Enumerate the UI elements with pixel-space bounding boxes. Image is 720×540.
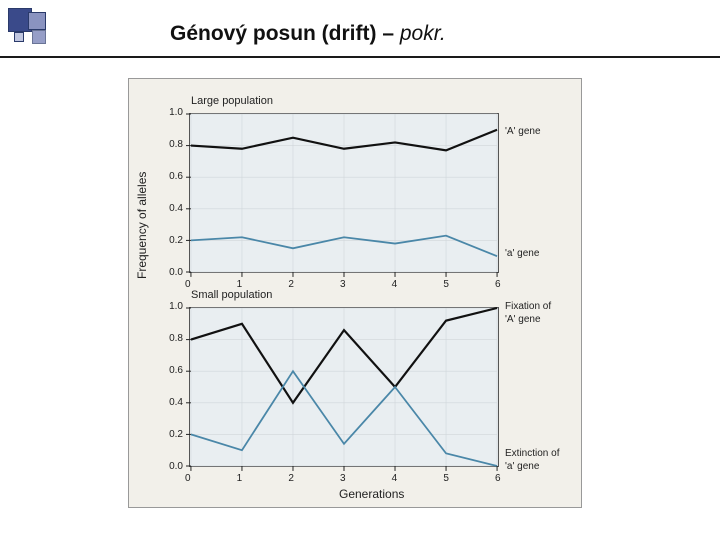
series-annotation: 'a' gene: [505, 248, 539, 259]
y-axis-label: Frequency of alleles: [135, 172, 149, 279]
y-tick-label: 1.0: [161, 107, 183, 118]
series-annotation: 'A' gene: [505, 126, 541, 137]
x-tick-label: 3: [340, 279, 346, 290]
y-tick-label: 0.2: [161, 235, 183, 246]
x-tick-label: 5: [443, 279, 449, 290]
panel1-title: Large population: [191, 95, 273, 107]
x-tick-label: 4: [392, 473, 398, 484]
series-annotation: 'A' gene: [505, 314, 541, 325]
panel2-title: Small population: [191, 289, 272, 301]
x-tick-label: 4: [392, 279, 398, 290]
series-annotation: Extinction of: [505, 448, 559, 459]
y-tick-label: 0.8: [161, 333, 183, 344]
x-tick-label: 6: [495, 279, 501, 290]
chart-svg: [190, 114, 498, 272]
y-tick-label: 0.0: [161, 267, 183, 278]
y-tick-label: 1.0: [161, 301, 183, 312]
chart-svg: [190, 308, 498, 466]
y-tick-label: 0.0: [161, 461, 183, 472]
title-bold: Génový posun (drift): [170, 22, 377, 45]
title-rule: [0, 56, 720, 58]
deco-square: [14, 32, 24, 42]
series-annotation: 'a' gene: [505, 461, 539, 472]
title-separator: –: [377, 22, 400, 45]
series-annotation: Fixation of: [505, 301, 551, 312]
x-tick-label: 6: [495, 473, 501, 484]
deco-square: [32, 30, 46, 44]
x-tick-label: 0: [185, 473, 191, 484]
x-tick-label: 2: [288, 279, 294, 290]
y-tick-label: 0.4: [161, 397, 183, 408]
page-title: Génový posun (drift) – pokr.: [170, 22, 446, 46]
x-tick-label: 2: [288, 473, 294, 484]
y-tick-label: 0.6: [161, 365, 183, 376]
figure-container: Frequency of alleles Generations Large p…: [128, 78, 582, 508]
x-tick-label: 0: [185, 279, 191, 290]
y-tick-label: 0.4: [161, 203, 183, 214]
chart-panel-large-population: [189, 113, 499, 273]
y-tick-label: 0.6: [161, 171, 183, 182]
x-tick-label: 5: [443, 473, 449, 484]
title-italic: pokr.: [400, 22, 446, 45]
deco-square: [28, 12, 46, 30]
x-axis-label: Generations: [339, 487, 404, 501]
chart-panel-small-population: [189, 307, 499, 467]
x-tick-label: 1: [237, 279, 243, 290]
y-tick-label: 0.8: [161, 139, 183, 150]
y-tick-label: 0.2: [161, 429, 183, 440]
x-tick-label: 3: [340, 473, 346, 484]
x-tick-label: 1: [237, 473, 243, 484]
